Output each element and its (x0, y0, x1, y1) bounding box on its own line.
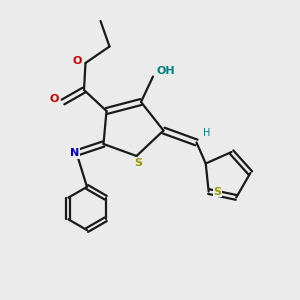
Text: N: N (70, 148, 80, 158)
Text: O: O (50, 94, 59, 104)
Text: O: O (72, 56, 82, 66)
Text: H: H (203, 128, 211, 139)
Text: S: S (214, 187, 222, 196)
Text: S: S (134, 158, 142, 168)
Text: OH: OH (156, 65, 175, 76)
